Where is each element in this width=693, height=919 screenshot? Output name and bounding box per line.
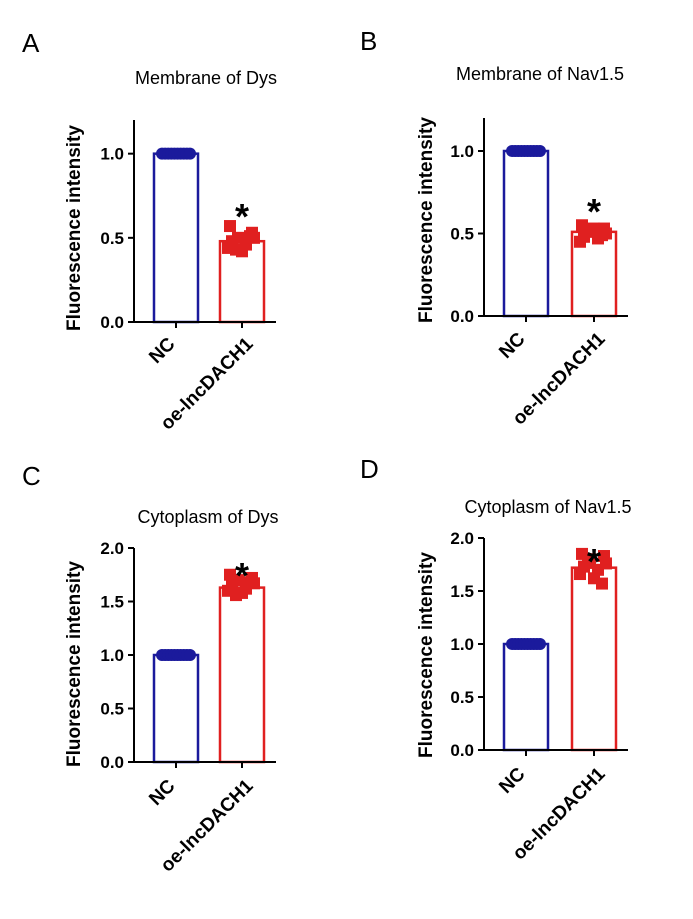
significance-marker: *: [587, 541, 601, 582]
y-tick-label: 0.5: [450, 225, 474, 244]
chart-title: Cytoplasm of Nav1.5: [464, 497, 631, 517]
chart-panel-b: B Membrane of Nav1.5 Fluorescence intensit…: [360, 26, 628, 429]
significance-marker: *: [587, 191, 601, 232]
data-point-oe-lncdach1: [224, 220, 236, 233]
chart-title: Membrane of Dys: [135, 68, 277, 88]
category-label-nc: NC: [495, 763, 529, 797]
chart-title: Cytoplasm of Dys: [137, 507, 278, 527]
y-tick-label: 1.0: [100, 646, 124, 665]
y-tick-label: 2.0: [100, 539, 124, 558]
chart-panel-c: C Cytoplasm of Dys Fluorescence intensity 0…: [22, 461, 279, 876]
y-tick-label: 1.0: [100, 145, 124, 164]
significance-marker: *: [235, 196, 249, 237]
significance-marker: *: [235, 555, 249, 596]
y-axis-label: Fluorescence intensity: [416, 552, 437, 758]
y-tick-label: 1.0: [450, 142, 474, 161]
data-point-oe-lncdach1: [230, 243, 242, 256]
panel-letter: C: [22, 461, 41, 491]
panel-letter: A: [22, 28, 40, 58]
y-tick-label: 0.5: [100, 229, 124, 248]
data-point-oe-lncdach1: [574, 235, 586, 248]
y-axis-label: Fluorescence intensity: [64, 125, 85, 331]
category-label-nc: NC: [145, 775, 179, 809]
y-tick-label: 1.5: [450, 582, 474, 601]
y-tick-label: 0.5: [100, 700, 124, 719]
bar-nc: [502, 642, 550, 752]
chart-panel-d: D Cytoplasm of Nav1.5 Fluorescence intensi…: [360, 454, 632, 864]
data-point-nc: [534, 145, 546, 157]
chart-title: Membrane of Nav1.5: [456, 64, 624, 84]
category-label-nc: NC: [145, 333, 179, 367]
data-point-oe-lncdach1: [230, 589, 242, 602]
y-tick-label: 0.5: [450, 688, 474, 707]
y-axis-label: Fluorescence intensity: [64, 561, 85, 767]
category-label-nc: NC: [495, 328, 529, 362]
bar-nc: [152, 653, 200, 764]
bar-oe-lncdach1: [570, 566, 618, 752]
bar-nc: [152, 152, 200, 324]
y-tick-label: 2.0: [450, 529, 474, 548]
y-tick-label: 1.5: [100, 593, 124, 612]
data-point-nc: [534, 638, 546, 650]
data-point-oe-lncdach1: [582, 555, 594, 568]
y-tick-label: 0.0: [450, 741, 474, 760]
y-tick-label: 0.0: [450, 307, 474, 326]
data-point-oe-lncdach1: [596, 229, 608, 242]
data-point-nc: [184, 649, 196, 661]
data-point-oe-lncdach1: [244, 576, 256, 589]
bar-nc: [502, 149, 550, 318]
data-point-nc: [184, 147, 196, 160]
chart-panel-a: A Membrane of Dys Fluorescence intensity 0.…: [22, 28, 277, 434]
bar-oe-lncdach1: [218, 586, 266, 764]
y-tick-label: 0.0: [100, 313, 124, 332]
y-axis-label: Fluorescence intensity: [416, 117, 437, 323]
data-point-oe-lncdach1: [574, 568, 586, 581]
data-point-oe-lncdach1: [596, 577, 608, 590]
data-point-oe-lncdach1: [244, 230, 256, 243]
panel-letter: B: [360, 26, 377, 56]
y-tick-label: 0.0: [100, 753, 124, 772]
data-point-oe-lncdach1: [582, 225, 594, 238]
panel-letter: D: [360, 454, 379, 484]
y-tick-label: 1.0: [450, 635, 474, 654]
